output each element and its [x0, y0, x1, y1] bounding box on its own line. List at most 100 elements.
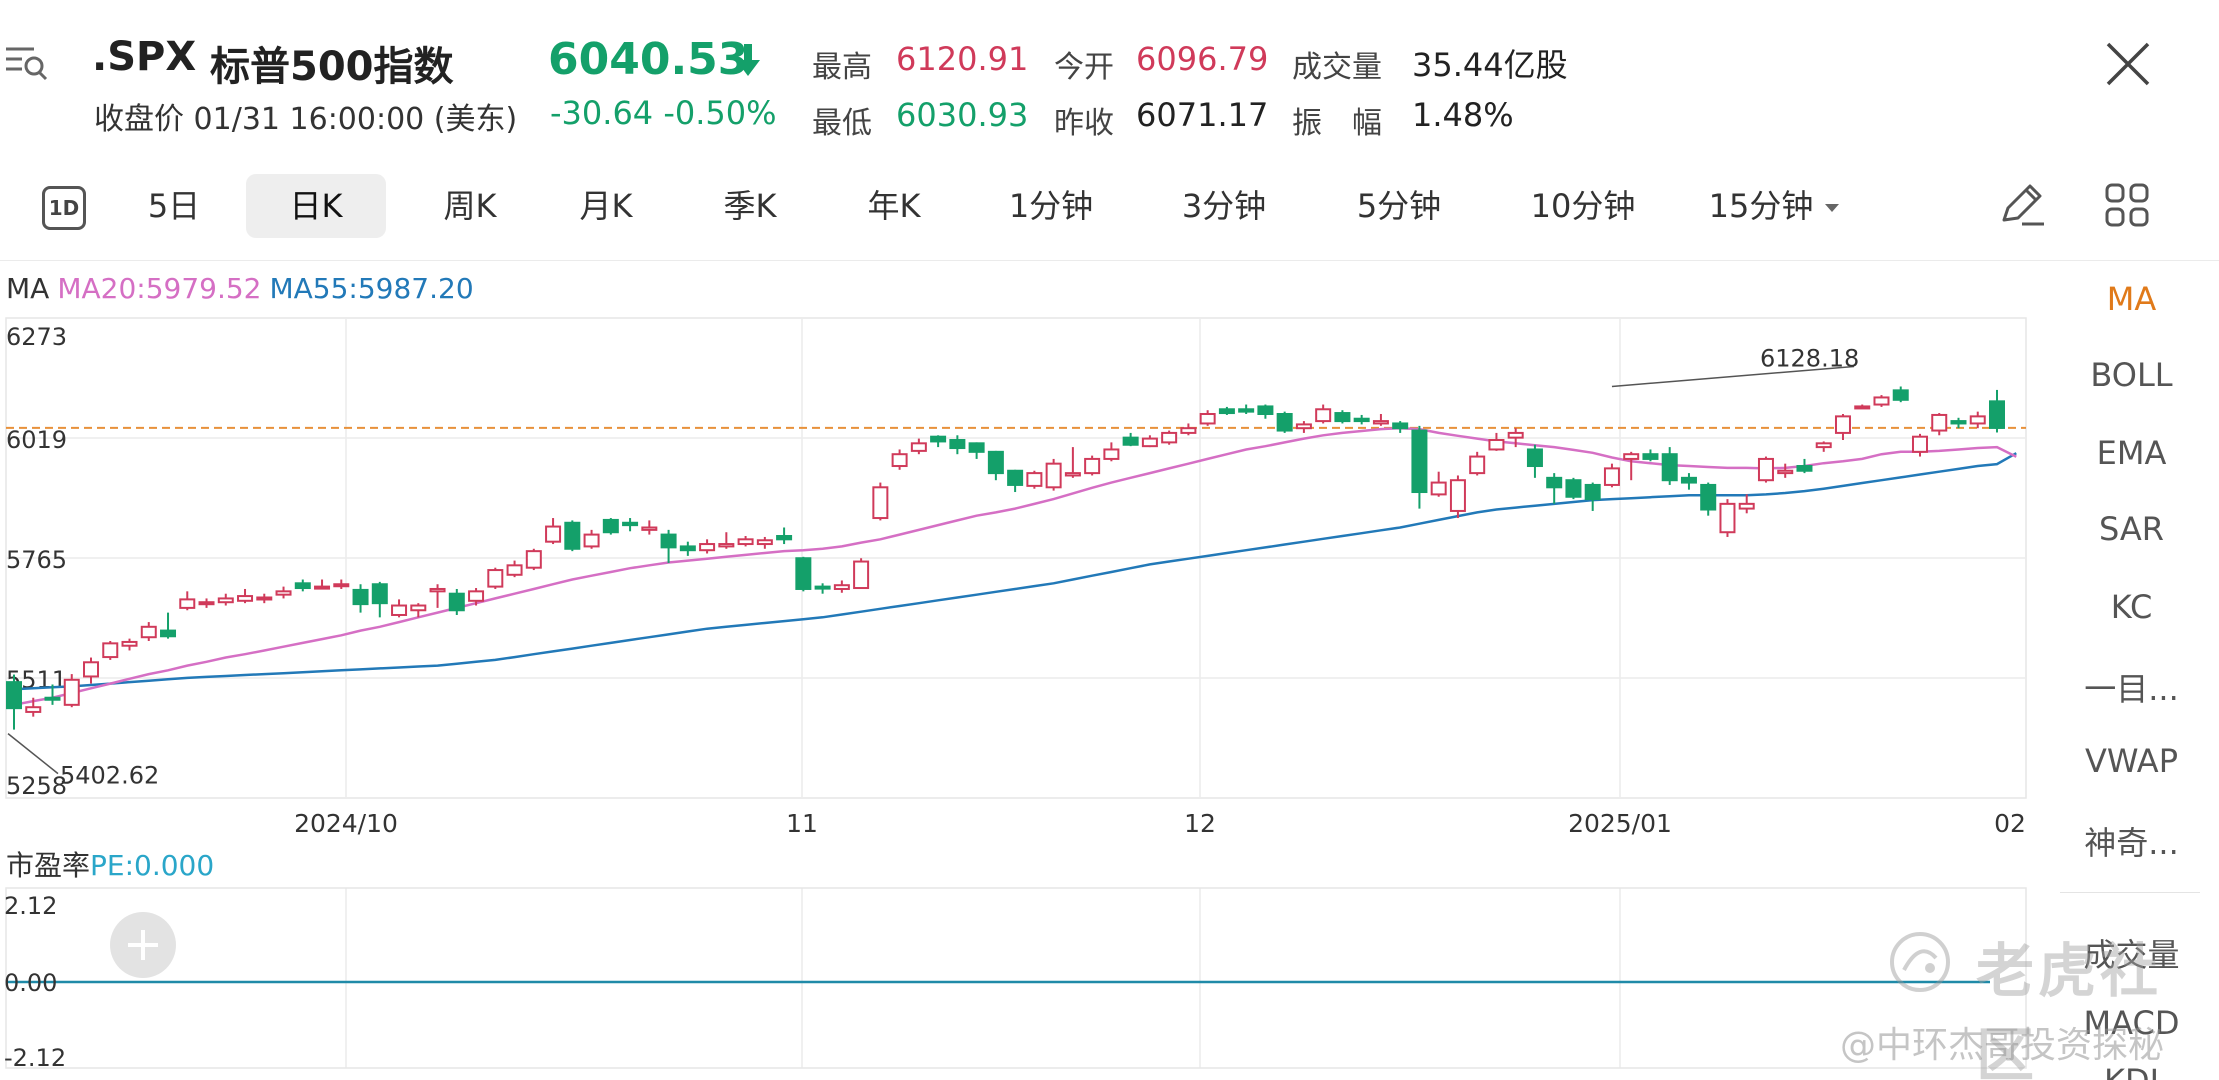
candle-body	[391, 604, 408, 616]
amplitude-label: 振 幅	[1292, 106, 1382, 141]
candle-body	[1218, 408, 1235, 415]
index-name: 标普500指数	[210, 44, 454, 90]
candle-body	[256, 596, 273, 601]
amplitude-value: 1.48%	[1412, 96, 1514, 134]
candle-body	[1315, 408, 1332, 423]
candle-body	[1488, 439, 1505, 451]
tab-5day[interactable]: 5日	[147, 187, 201, 225]
low-label: 最低	[812, 106, 872, 141]
tab-monthly-k[interactable]: 月K	[579, 187, 633, 225]
candle-body	[275, 590, 292, 596]
y-tick-label: 6273	[6, 323, 67, 351]
close-icon[interactable]	[2104, 40, 2152, 88]
open-value: 6096.79	[1136, 40, 1269, 78]
candle-body	[814, 585, 831, 590]
candle-body	[833, 584, 850, 590]
candle-body	[891, 453, 908, 468]
high-value: 6120.91	[896, 40, 1029, 78]
candle-body	[1334, 412, 1351, 423]
candle-body	[198, 601, 215, 606]
candle-body	[1719, 502, 1736, 534]
candle-body	[333, 583, 350, 588]
candle-body	[1180, 427, 1197, 434]
tab-15min[interactable]: 15分钟	[1706, 174, 1842, 238]
tab-weekly-k[interactable]: 周K	[443, 187, 497, 225]
candle-body	[525, 550, 542, 569]
candle-body	[102, 642, 119, 659]
indicator-kc[interactable]: KC	[2110, 588, 2153, 626]
tab-10min[interactable]: 10分钟	[1530, 187, 1636, 225]
indicator-sar[interactable]: SAR	[2098, 510, 2165, 548]
open-label: 今开	[1054, 50, 1114, 85]
candle-body	[1507, 431, 1524, 439]
candle-body	[1777, 469, 1794, 475]
tab-3min[interactable]: 3分钟	[1181, 187, 1267, 225]
candle-body	[583, 533, 600, 548]
candle-body	[371, 583, 388, 605]
draw-pen-icon[interactable]	[1996, 178, 2048, 230]
candle-body	[1603, 467, 1620, 486]
ma55-line	[13, 452, 2017, 691]
indicator-ma[interactable]: MA	[2106, 280, 2157, 318]
candle-body	[1372, 420, 1389, 425]
candle-body	[987, 450, 1004, 475]
candle-body	[352, 588, 369, 606]
header-divider	[0, 260, 2219, 261]
tab-daily-k[interactable]: 日K	[246, 174, 386, 238]
indicator-ichimoku[interactable]: 一目...	[2084, 670, 2179, 708]
low-annotation: 5402.62	[60, 762, 159, 790]
tab-yearly-k[interactable]: 年K	[867, 187, 921, 225]
menu-search-icon[interactable]	[4, 40, 48, 84]
indicator-magic[interactable]: 神奇...	[2084, 824, 2179, 862]
pe-tick-label: -2.12	[4, 1044, 66, 1072]
candle-body	[1738, 502, 1755, 510]
candle-body	[1931, 413, 1948, 432]
candle-body	[1392, 422, 1409, 430]
tab-1d[interactable]: 1D	[42, 186, 86, 230]
indicator-volume[interactable]: 成交量	[2083, 936, 2180, 974]
x-tick-label: 02	[1994, 809, 2026, 838]
candle-body	[1989, 400, 2005, 429]
candle-body	[1565, 479, 1582, 498]
close-time-label: 收盘价 01/31 16:00:00 (美东)	[94, 102, 518, 137]
indicator-ema[interactable]: EMA	[2096, 434, 2167, 472]
watermark-brand: 老虎社区	[1976, 937, 2163, 1080]
candle-body	[910, 442, 927, 452]
tab-1min[interactable]: 1分钟	[1008, 187, 1094, 225]
candle-body	[1007, 469, 1024, 486]
candle-body	[1295, 423, 1312, 430]
pe-chart-frame	[5, 887, 2027, 1069]
candle-body	[1199, 413, 1216, 425]
tab-quarterly-k[interactable]: 季K	[723, 187, 777, 225]
indicator-vwap[interactable]: VWAP	[2085, 742, 2178, 780]
candle-body	[545, 525, 562, 543]
candle-body	[1642, 453, 1659, 460]
candle-body	[1276, 413, 1293, 432]
candle-body	[853, 560, 870, 590]
ma20-line	[13, 426, 2017, 707]
grid-icon[interactable]	[2104, 182, 2150, 228]
candle-body	[140, 625, 157, 639]
pe-value: PE:0.000	[90, 849, 215, 882]
candle-body	[1623, 453, 1640, 460]
arrow-down-icon	[736, 44, 760, 76]
candle-body	[1257, 405, 1274, 415]
add-indicator-button[interactable]	[110, 912, 176, 978]
indicator-macd[interactable]: MACD	[2083, 1004, 2180, 1042]
y-tick-label: 6019	[6, 426, 67, 454]
watermark-author: @中环杰哥投资探秘	[1840, 1025, 2165, 1066]
x-tick-label: 2025/01	[1568, 809, 1672, 838]
x-tick-label: 11	[786, 809, 818, 838]
candle-body	[1757, 457, 1774, 482]
candle-body	[237, 595, 254, 602]
tab-5min[interactable]: 5分钟	[1356, 187, 1442, 225]
indicator-kdj[interactable]: KDJ	[2044, 1062, 2219, 1080]
indicator-boll[interactable]: BOLL	[2090, 356, 2173, 394]
candle-body	[1969, 415, 1986, 425]
volume-label: 成交量	[1292, 50, 1382, 85]
candle-body	[718, 543, 735, 548]
candle-body	[25, 706, 42, 713]
candle-body	[737, 538, 754, 546]
candle-body	[1161, 431, 1178, 444]
